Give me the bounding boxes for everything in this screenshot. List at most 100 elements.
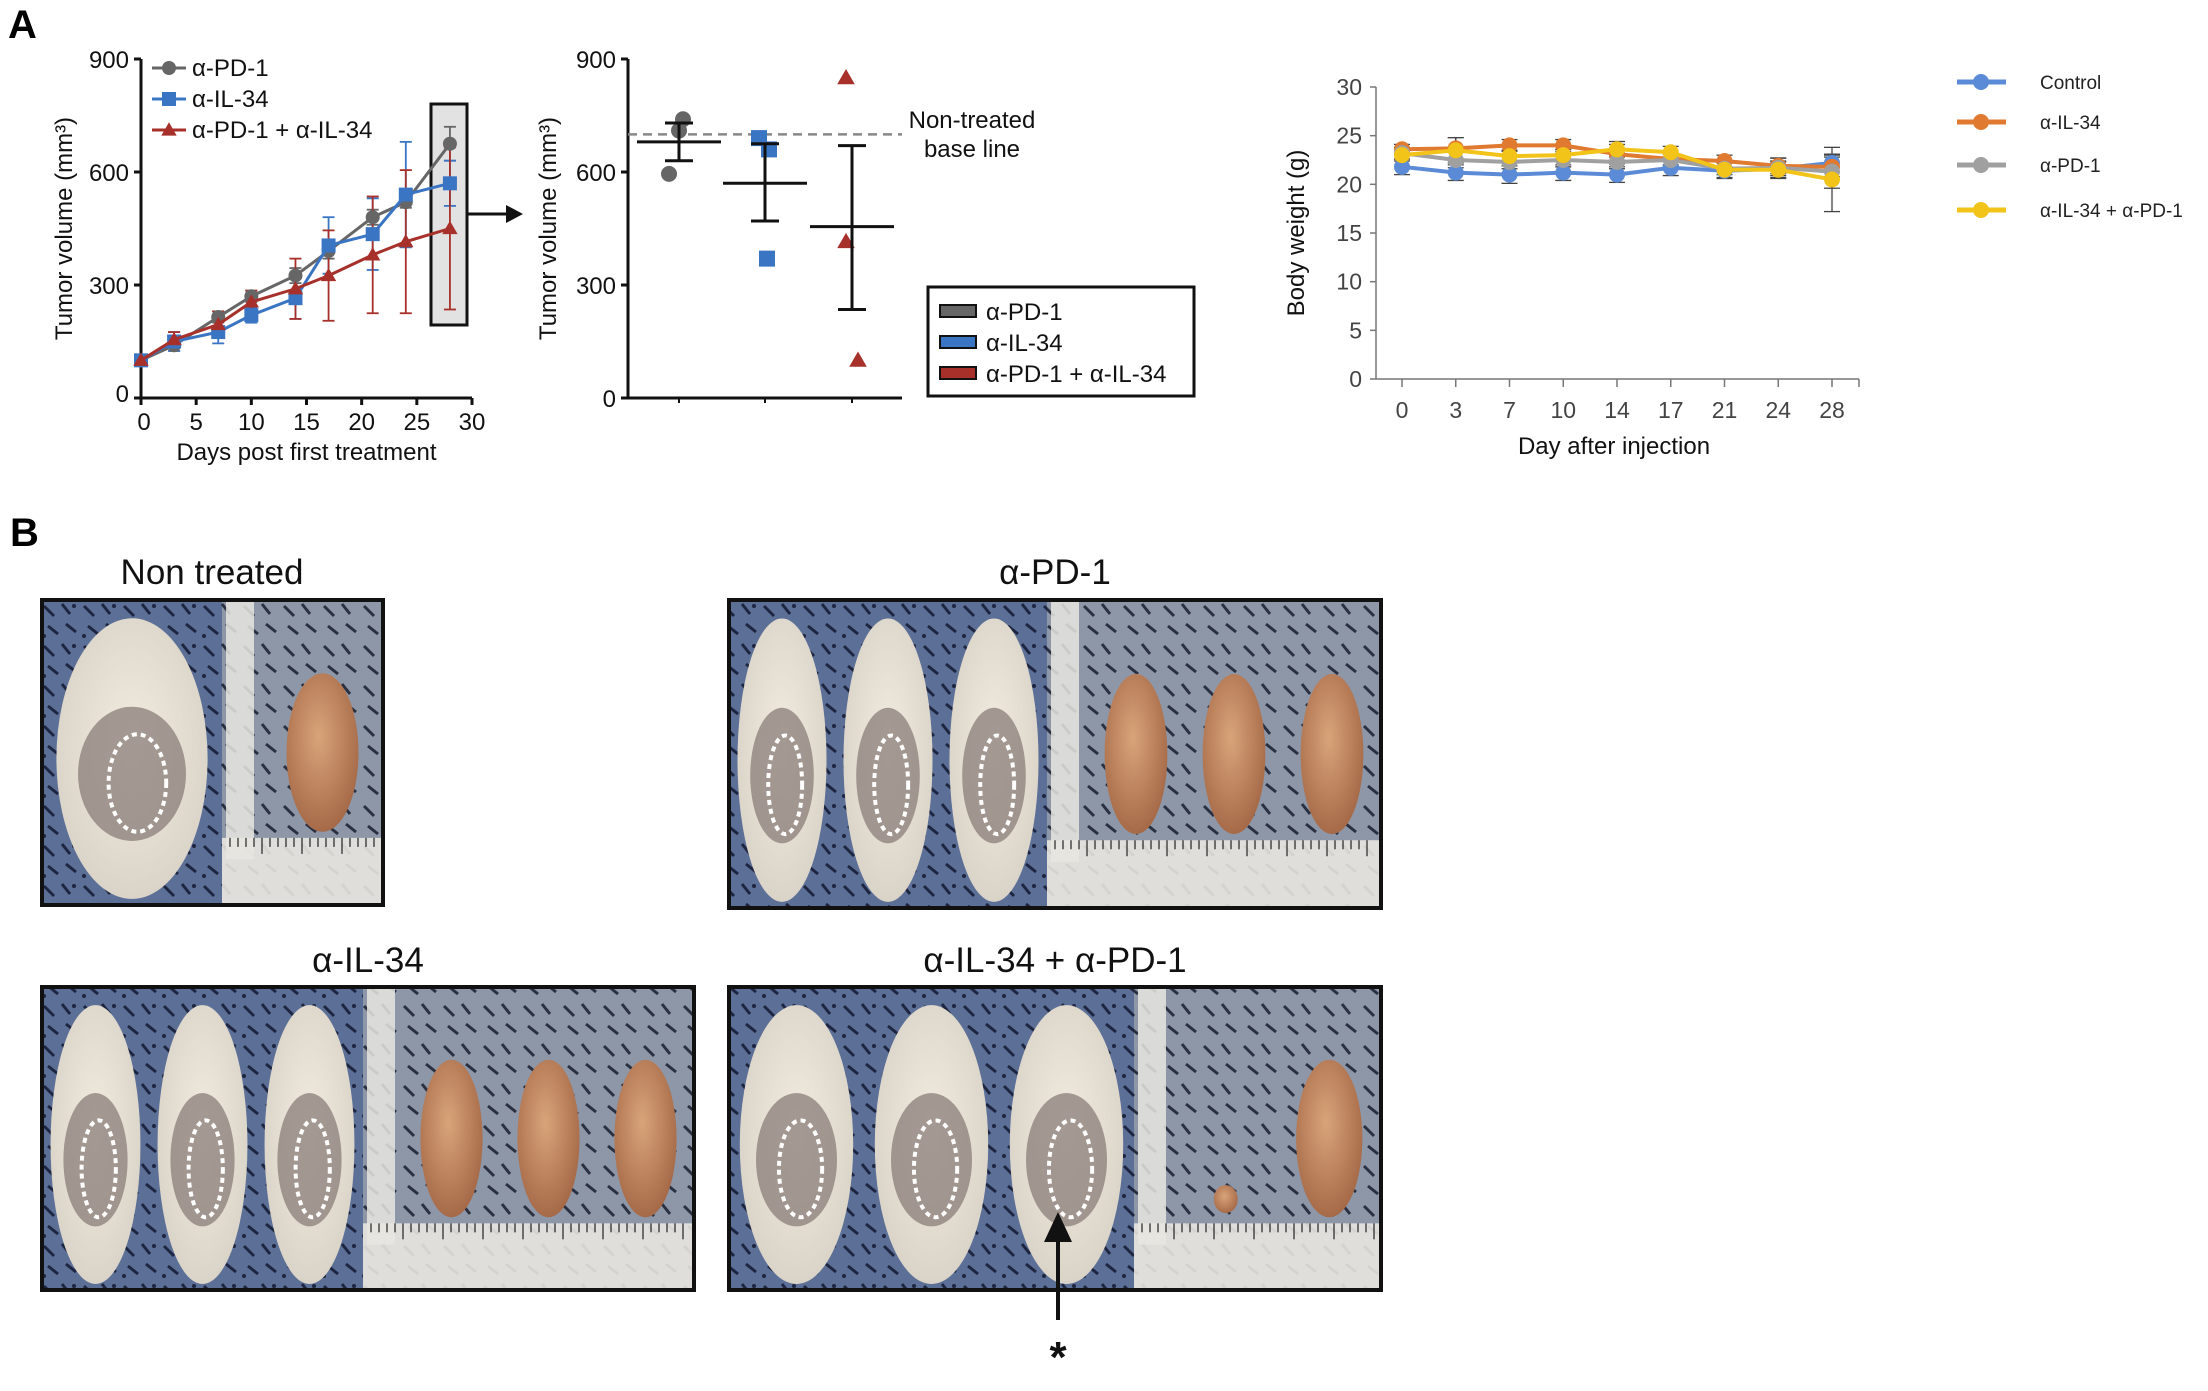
data-point [1447,142,1464,159]
data-point [288,291,303,306]
data-point [849,351,867,367]
x-axis-label: Days post first treatment [176,439,436,466]
photo-frame [40,598,385,907]
tumor [420,1059,483,1218]
y-tick-label: 600 [576,160,616,187]
shaved-skin [78,706,186,841]
legend-marker [162,61,176,75]
y-tick-label: 0 [1349,366,1362,392]
baseline-label: base line [924,136,1020,163]
ruler-vertical [226,600,254,860]
tumor-outline-dotted [766,733,805,837]
tumor-outline-dotted [293,1118,332,1220]
legend-swatch [939,366,977,380]
legend-label: α-PD-1 + α-IL-34 [986,361,1166,388]
tumor [286,673,359,832]
y-tick-label: 25 [1336,123,1362,149]
x-tick-label: 24 [1765,397,1791,423]
legend-swatch [939,304,977,318]
data-point [288,268,303,283]
legend-label: α-PD-1 [2040,156,2101,177]
asterisk-marker: * [1049,1333,1067,1382]
legend-swatch [939,335,977,349]
data-point [1394,147,1410,164]
arrow-head [506,205,523,223]
y-axis-label: Tumor volume (mm³) [535,117,562,340]
data-point [1394,158,1410,175]
data-point [837,69,855,85]
baseline-label: Non-treated [909,107,1036,134]
legend-label: α-IL-34 [986,330,1063,357]
tumor [1296,1059,1363,1218]
data-point [1609,141,1625,158]
legend-label: α-IL-34 [2040,113,2101,134]
tumor-outline-dotted [872,733,911,837]
y-tick-label: 15 [1336,220,1362,246]
data-point [1501,166,1518,183]
x-tick-label: 3 [1449,397,1462,423]
x-tick-label: 28 [1819,397,1845,423]
photo-frame [727,598,1383,910]
legend-marker [162,92,176,106]
x-tick-label: 0 [137,409,150,436]
data-point [442,176,457,191]
shaved-skin [63,1093,128,1227]
data-point [1447,164,1464,181]
y-tick-label: 5 [1349,317,1362,343]
shaved-skin [750,707,814,844]
tumor [1300,673,1364,835]
legend-marker [1973,202,1989,218]
data-point [661,165,677,182]
legend-label: α-PD-1 + α-IL-34 [192,117,372,144]
x-tick-label: 15 [293,409,320,436]
photo-title: Non treated [121,553,304,592]
panel-label-a: A [8,3,37,47]
legend-marker [1973,114,1989,130]
data-point [1662,144,1679,161]
data-point [398,187,413,202]
shaved-skin [891,1093,972,1227]
y-tick-label: 0 [603,386,616,413]
shaved-skin [962,707,1026,844]
mouse-photo-panels: Non treated α-PD-1 α-IL-34 α-IL-34 + α-PD-1… [40,553,1383,1382]
tumor-outline-dotted [776,1118,825,1220]
legend-label: α-PD-1 [192,55,269,82]
tumor-outline-dotted [79,1118,118,1220]
data-point [244,308,259,323]
data-point [320,267,337,282]
x-tick-label: 20 [348,409,375,436]
x-tick-label: 7 [1503,397,1516,423]
x-tick-label: 25 [403,409,430,436]
data-point [1555,164,1572,181]
data-point [442,136,457,151]
y-tick-label: 0 [116,381,129,408]
y-tick-label: 30 [1336,74,1362,100]
x-tick-label: 0 [1396,397,1409,423]
x-tick-label: 10 [238,409,265,436]
legend-label: α-IL-34 + α-PD-1 [2040,201,2183,222]
data-point [365,247,381,261]
y-axis-label: Body weight (g) [1283,150,1310,317]
data-point [1501,148,1518,165]
shaved-skin [1026,1093,1107,1227]
data-point [1609,166,1625,183]
x-tick-label: 21 [1712,397,1738,423]
ruler-vertical [367,987,395,1245]
tumor-outline-dotted [978,733,1017,837]
data-point [365,227,380,242]
y-tick-label: 600 [89,160,129,187]
data-point [287,281,304,295]
tumor-volume-day28-chart: 0 300 600 900 Tumor volume (mm³) Non-treatedb… [535,47,1196,413]
tumor [1213,1185,1238,1214]
y-tick-label: 300 [89,273,129,300]
tumor [517,1059,580,1218]
ruler-horizontal [1134,1223,1381,1290]
photo-frame [727,985,1383,1292]
data-point [210,316,226,331]
y-tick-label: 20 [1336,171,1362,197]
data-point [1716,161,1733,178]
y-tick-label: 900 [576,47,616,74]
tumor-outline-dotted [1046,1118,1095,1220]
photo-panel-1: α-PD-1 [727,553,1383,910]
